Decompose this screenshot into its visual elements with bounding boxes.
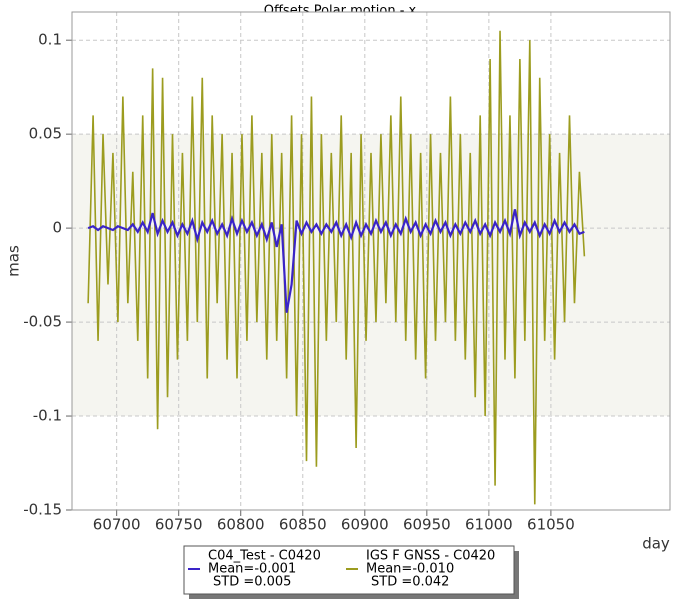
y-axis-label: mas	[5, 245, 23, 277]
x-tick-label: 60850	[279, 516, 327, 534]
x-tick-label: 60750	[155, 516, 203, 534]
series-line	[87, 30, 586, 505]
y-tick-label: -0.05	[23, 313, 62, 331]
legend-std: STD =0.042	[371, 575, 449, 590]
y-tick-label: -0.15	[23, 501, 62, 519]
x-tick-label: 60700	[93, 516, 141, 534]
legend-mean: Mean=-0.001	[208, 562, 296, 577]
y-tick-label: 0.1	[38, 31, 62, 49]
series-line	[87, 209, 585, 313]
y-tick-label: 0	[52, 219, 62, 237]
y-tick-label: 0.05	[29, 125, 62, 143]
x-tick-label: 60900	[341, 516, 389, 534]
legend-label: C04_Test - C0420	[208, 549, 321, 564]
x-tick-label: 60950	[403, 516, 451, 534]
legend-std: STD =0.005	[213, 575, 291, 590]
x-tick-label: 60800	[217, 516, 265, 534]
legend-mean: Mean=-0.010	[366, 562, 454, 577]
legend-label: IGS F GNSS - C0420	[366, 549, 495, 564]
plot-border	[71, 11, 671, 511]
x-tick-label: 61050	[527, 516, 575, 534]
x-tick-label: 61000	[465, 516, 513, 534]
y-tick-label: -0.1	[33, 407, 62, 425]
x-axis-label: day	[642, 535, 670, 553]
